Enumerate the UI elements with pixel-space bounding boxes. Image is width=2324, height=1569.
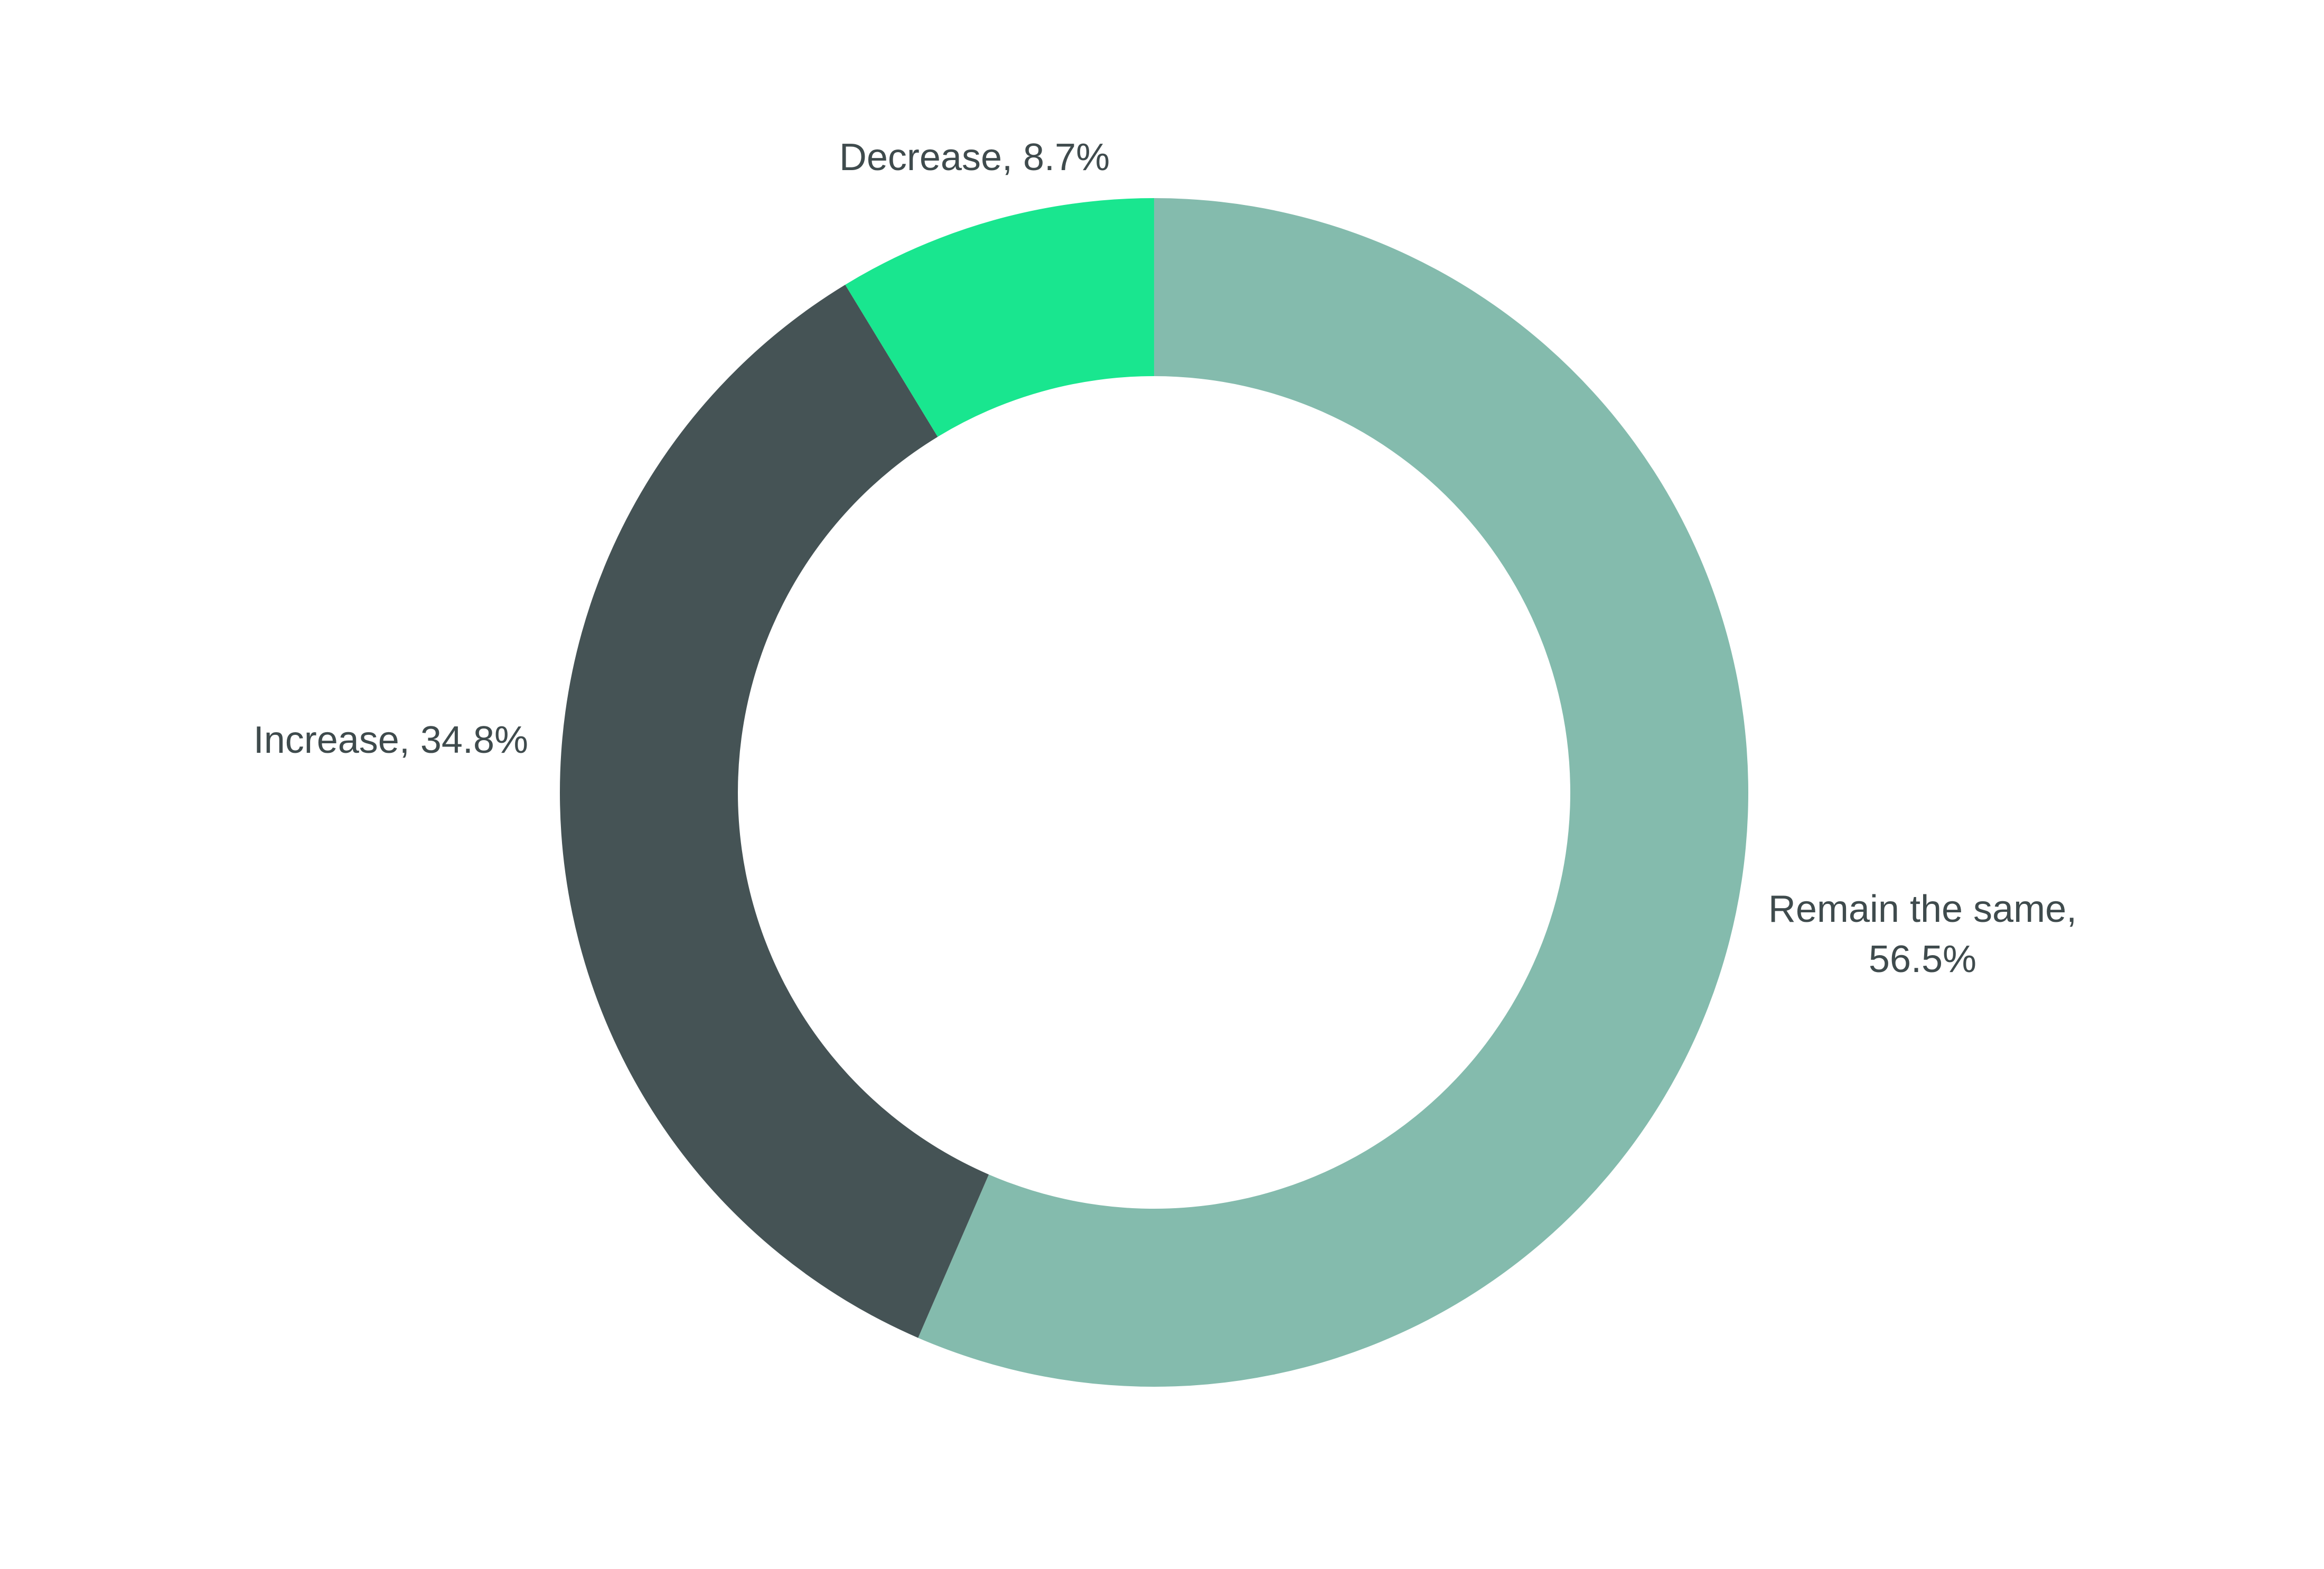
slice-decrease [845,198,1154,437]
label-line: Remain the same, [1768,888,2077,930]
label-remain-the-same: Remain the same, 56.5% [1768,888,2077,980]
donut-slices [560,198,1749,1387]
slice-remain-the-same [918,198,1749,1387]
label-line: Decrease, 8.7% [839,136,1110,179]
label-decrease: Decrease, 8.7% [839,136,1110,179]
label-line: Increase, 34.8% [254,719,528,761]
label-increase: Increase, 34.8% [254,719,528,761]
slice-increase [560,284,989,1338]
label-line: 56.5% [1869,938,1976,980]
slice-labels: Remain the same, 56.5% Increase, 34.8% Decr… [254,136,2077,980]
